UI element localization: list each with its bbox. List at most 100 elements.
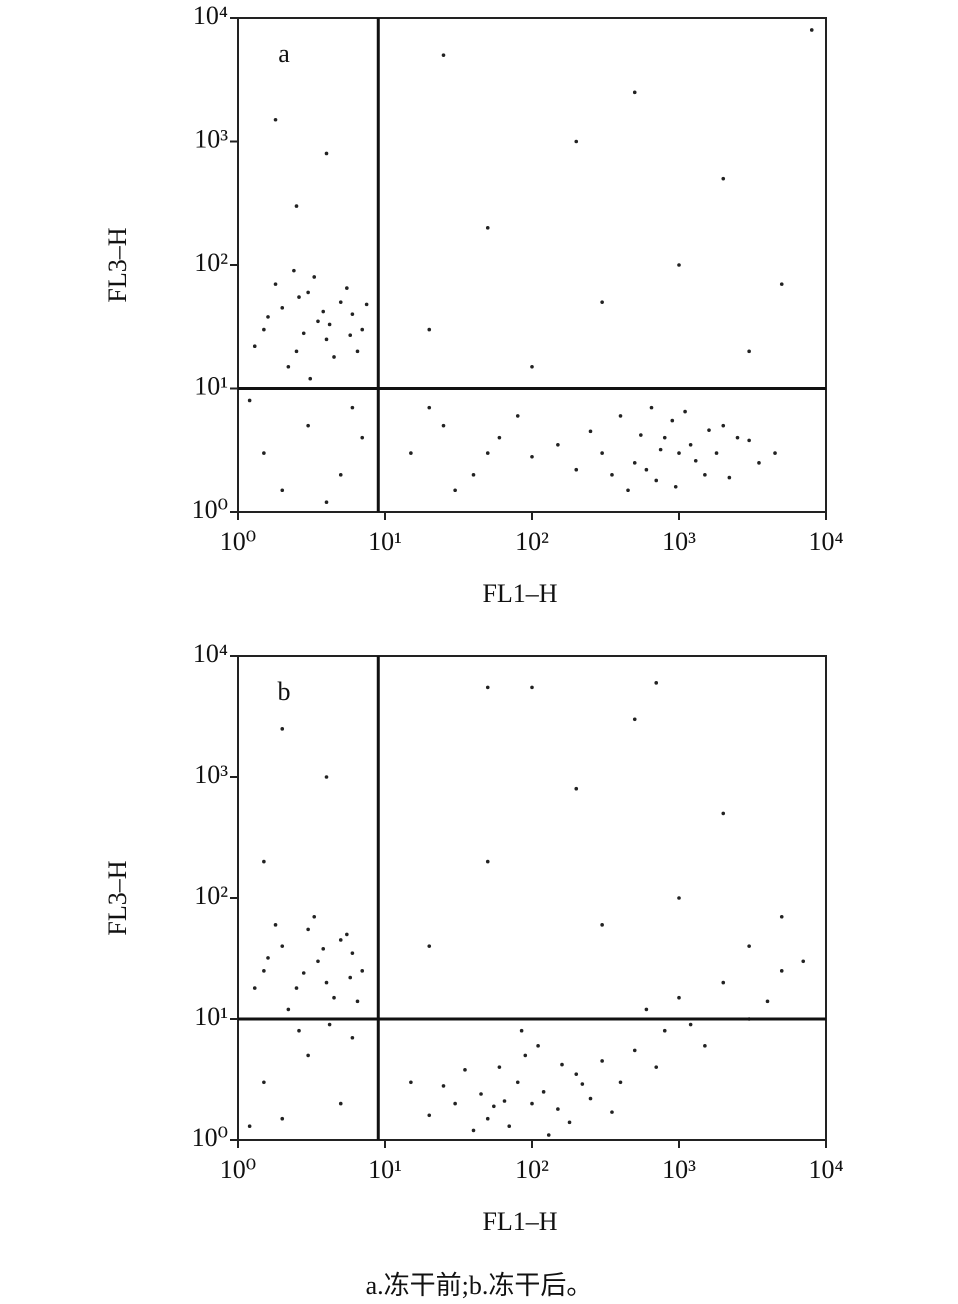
event-point <box>574 467 579 472</box>
y-tick-label: 10⁰ <box>192 1123 228 1152</box>
event-point <box>453 488 457 493</box>
event-point <box>294 986 299 990</box>
y-tick-label: 10¹ <box>194 371 228 400</box>
event-point <box>350 1035 355 1040</box>
x-axis-label: FL1–H <box>482 1207 557 1236</box>
y-tick-label: 10³ <box>194 124 228 153</box>
event-point <box>364 302 369 307</box>
event-point <box>735 435 740 440</box>
event-point <box>773 451 777 455</box>
event-point <box>644 1007 649 1012</box>
event-point <box>348 975 353 980</box>
event-point <box>580 1082 585 1086</box>
y-axis-label: FL3–H <box>103 227 132 302</box>
event-point <box>721 811 726 816</box>
event-point <box>312 275 317 279</box>
event-point <box>485 451 490 455</box>
event-point <box>600 923 604 927</box>
event-point <box>654 681 659 685</box>
plot-frame <box>237 655 827 1141</box>
event-point <box>809 28 814 32</box>
event-point <box>463 1068 467 1072</box>
y-tick-label: 10³ <box>194 760 228 789</box>
event-point <box>350 405 355 410</box>
event-point <box>286 1007 291 1012</box>
event-point <box>703 1044 707 1048</box>
event-point <box>262 451 266 455</box>
event-point <box>688 443 693 447</box>
event-point <box>677 896 681 900</box>
event-point <box>530 1101 534 1106</box>
event-point <box>688 1022 693 1027</box>
event-point <box>306 1053 310 1058</box>
event-point <box>727 475 732 480</box>
event-point <box>618 414 623 418</box>
event-point <box>280 727 285 731</box>
y-tick-label: 10¹ <box>194 1002 228 1031</box>
event-point <box>556 1107 560 1111</box>
event-point <box>301 971 306 975</box>
x-axis-label: FL1–H <box>482 579 557 608</box>
event-point <box>721 176 726 181</box>
event-point <box>677 263 681 267</box>
event-point <box>247 1124 252 1129</box>
event-point <box>670 418 675 423</box>
event-point <box>292 268 296 273</box>
event-point <box>441 1084 446 1088</box>
event-point <box>567 1120 572 1125</box>
x-tick-label: 10¹ <box>368 1155 402 1184</box>
event-point <box>360 435 365 440</box>
event-point <box>471 1128 476 1133</box>
event-point <box>441 423 446 428</box>
event-point <box>427 944 432 948</box>
x-tick-label: 10² <box>515 1155 549 1184</box>
x-tick-label: 10² <box>515 527 549 556</box>
event-point <box>262 1080 266 1085</box>
event-point <box>355 349 360 354</box>
event-point <box>492 1104 496 1109</box>
event-point <box>515 414 520 418</box>
event-point <box>574 786 579 791</box>
event-point <box>757 461 761 465</box>
event-point <box>338 473 343 477</box>
event-point <box>677 995 681 1000</box>
event-point <box>632 717 637 722</box>
event-point <box>280 488 285 493</box>
event-point <box>721 980 726 985</box>
event-point <box>355 999 360 1004</box>
event-point <box>541 1090 546 1094</box>
event-point <box>301 331 306 336</box>
x-tick-label: 10⁰ <box>220 527 256 556</box>
event-point <box>280 944 285 948</box>
event-point <box>779 282 784 286</box>
event-point <box>485 226 490 230</box>
event-point <box>327 1022 332 1027</box>
event-point <box>409 451 413 455</box>
event-point <box>360 327 365 332</box>
event-point <box>350 312 355 316</box>
event-point <box>312 914 317 919</box>
event-point <box>479 1092 483 1096</box>
event-point <box>658 447 663 452</box>
panel-label: b <box>278 677 291 706</box>
event-point <box>332 995 336 1000</box>
event-point <box>324 775 329 779</box>
event-point <box>683 409 687 414</box>
panel-label: a <box>278 39 290 68</box>
event-point <box>600 451 604 455</box>
event-point <box>247 398 252 403</box>
event-point <box>703 473 707 477</box>
event-point <box>654 1065 659 1069</box>
event-point <box>649 405 654 410</box>
event-point <box>453 1101 457 1106</box>
event-point <box>332 355 336 359</box>
event-point <box>530 364 534 369</box>
event-point <box>693 458 698 463</box>
event-point <box>673 484 678 489</box>
event-point <box>409 1080 413 1085</box>
event-point <box>610 1110 614 1114</box>
event-point <box>321 947 326 951</box>
event-point <box>321 309 326 314</box>
event-point <box>632 1048 637 1053</box>
